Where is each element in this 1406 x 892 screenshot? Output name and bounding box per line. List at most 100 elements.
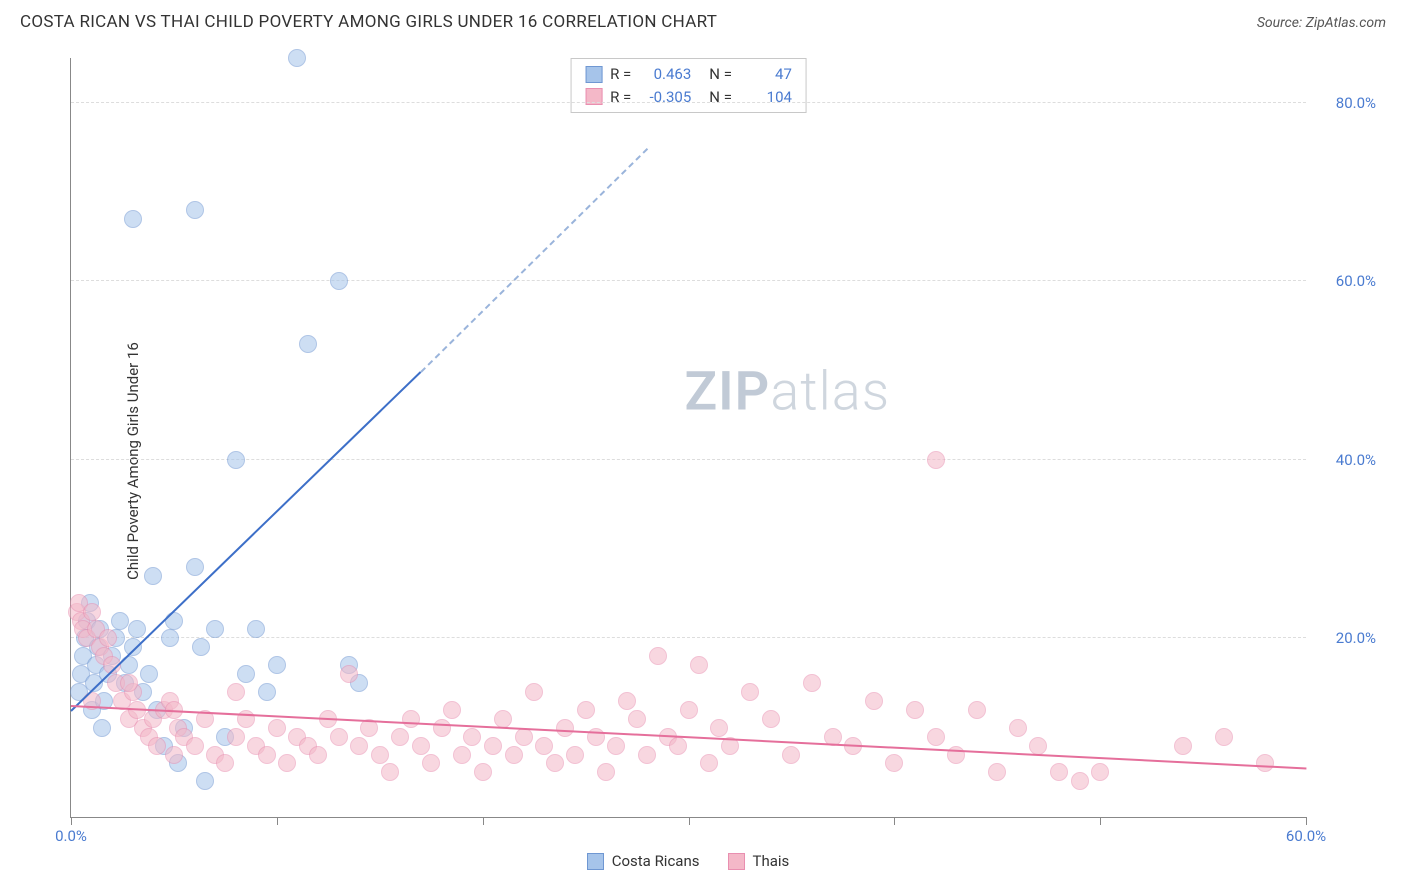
data-point bbox=[474, 763, 492, 781]
data-point bbox=[906, 701, 924, 719]
trend-line bbox=[70, 371, 421, 712]
data-point bbox=[391, 728, 409, 746]
data-point bbox=[140, 665, 158, 683]
data-point bbox=[1215, 728, 1233, 746]
data-point bbox=[412, 737, 430, 755]
data-point bbox=[577, 701, 595, 719]
data-point bbox=[484, 737, 502, 755]
data-point bbox=[865, 692, 883, 710]
stat-row: R =0.463N =47 bbox=[585, 63, 792, 86]
legend-item: Thais bbox=[728, 852, 790, 870]
data-point bbox=[288, 49, 306, 67]
legend-swatch bbox=[728, 853, 745, 870]
data-point bbox=[1009, 719, 1027, 737]
data-point bbox=[1256, 754, 1274, 772]
data-point bbox=[927, 728, 945, 746]
page-title: COSTA RICAN VS THAI CHILD POVERTY AMONG … bbox=[20, 12, 717, 32]
data-point bbox=[710, 719, 728, 737]
data-point bbox=[690, 656, 708, 674]
stat-r-value: -0.305 bbox=[639, 86, 691, 109]
data-point bbox=[803, 674, 821, 692]
data-point bbox=[669, 737, 687, 755]
data-point bbox=[443, 701, 461, 719]
data-point bbox=[124, 210, 142, 228]
data-point bbox=[340, 665, 358, 683]
data-point bbox=[402, 710, 420, 728]
plot-area: ZIPatlas R =0.463N =47R =-0.305N =104 20… bbox=[70, 58, 1306, 818]
data-point bbox=[607, 737, 625, 755]
data-point bbox=[680, 701, 698, 719]
data-point bbox=[463, 728, 481, 746]
data-point bbox=[422, 754, 440, 772]
x-tick bbox=[483, 817, 484, 825]
data-point bbox=[111, 612, 129, 630]
stat-r-label: R = bbox=[610, 63, 631, 86]
data-point bbox=[762, 710, 780, 728]
legend-label: Costa Ricans bbox=[612, 852, 700, 870]
data-point bbox=[192, 638, 210, 656]
data-point bbox=[186, 201, 204, 219]
stat-n-label: N = bbox=[709, 86, 732, 109]
data-point bbox=[247, 620, 265, 638]
data-point bbox=[268, 719, 286, 737]
trend-line bbox=[420, 148, 648, 373]
data-point bbox=[535, 737, 553, 755]
legend-swatch bbox=[585, 66, 602, 83]
data-point bbox=[258, 683, 276, 701]
legend-item: Costa Ricans bbox=[587, 852, 700, 870]
data-point bbox=[628, 710, 646, 728]
x-tick bbox=[1100, 817, 1101, 825]
source-label: Source: ZipAtlas.com bbox=[1257, 15, 1386, 31]
data-point bbox=[453, 746, 471, 764]
data-point bbox=[258, 746, 276, 764]
data-point bbox=[99, 629, 117, 647]
stat-box: R =0.463N =47R =-0.305N =104 bbox=[570, 58, 807, 113]
data-point bbox=[638, 746, 656, 764]
data-point bbox=[885, 754, 903, 772]
data-point bbox=[299, 335, 317, 353]
data-point bbox=[525, 683, 543, 701]
data-point bbox=[227, 451, 245, 469]
stat-n-value: 104 bbox=[740, 86, 792, 109]
grid-line bbox=[71, 280, 1306, 281]
data-point bbox=[515, 728, 533, 746]
data-point bbox=[330, 272, 348, 290]
data-point bbox=[566, 746, 584, 764]
data-point bbox=[148, 737, 166, 755]
data-point bbox=[206, 620, 224, 638]
stat-row: R =-0.305N =104 bbox=[585, 86, 792, 109]
data-point bbox=[83, 603, 101, 621]
data-point bbox=[120, 674, 138, 692]
y-tick-label: 60.0% bbox=[1316, 272, 1376, 290]
chart-container: Child Poverty Among Girls Under 16 ZIPat… bbox=[20, 48, 1386, 874]
data-point bbox=[505, 746, 523, 764]
data-point bbox=[597, 763, 615, 781]
data-point bbox=[1071, 772, 1089, 790]
x-tick bbox=[894, 817, 895, 825]
data-point bbox=[433, 719, 451, 737]
data-point bbox=[1174, 737, 1192, 755]
data-point bbox=[371, 746, 389, 764]
data-point bbox=[93, 719, 111, 737]
data-point bbox=[988, 763, 1006, 781]
data-point bbox=[968, 701, 986, 719]
data-point bbox=[268, 656, 286, 674]
watermark: ZIPatlas bbox=[684, 360, 890, 423]
data-point bbox=[196, 772, 214, 790]
y-tick-label: 40.0% bbox=[1316, 451, 1376, 469]
data-point bbox=[1050, 763, 1068, 781]
x-tick bbox=[71, 817, 72, 825]
stat-n-label: N = bbox=[709, 63, 732, 86]
data-point bbox=[309, 746, 327, 764]
data-point bbox=[1029, 737, 1047, 755]
data-point bbox=[381, 763, 399, 781]
x-tick bbox=[277, 817, 278, 825]
data-point bbox=[330, 728, 348, 746]
data-point bbox=[186, 558, 204, 576]
data-point bbox=[186, 737, 204, 755]
data-point bbox=[237, 665, 255, 683]
legend-label: Thais bbox=[753, 852, 790, 870]
data-point bbox=[927, 451, 945, 469]
data-point bbox=[350, 737, 368, 755]
stat-n-value: 47 bbox=[740, 63, 792, 86]
